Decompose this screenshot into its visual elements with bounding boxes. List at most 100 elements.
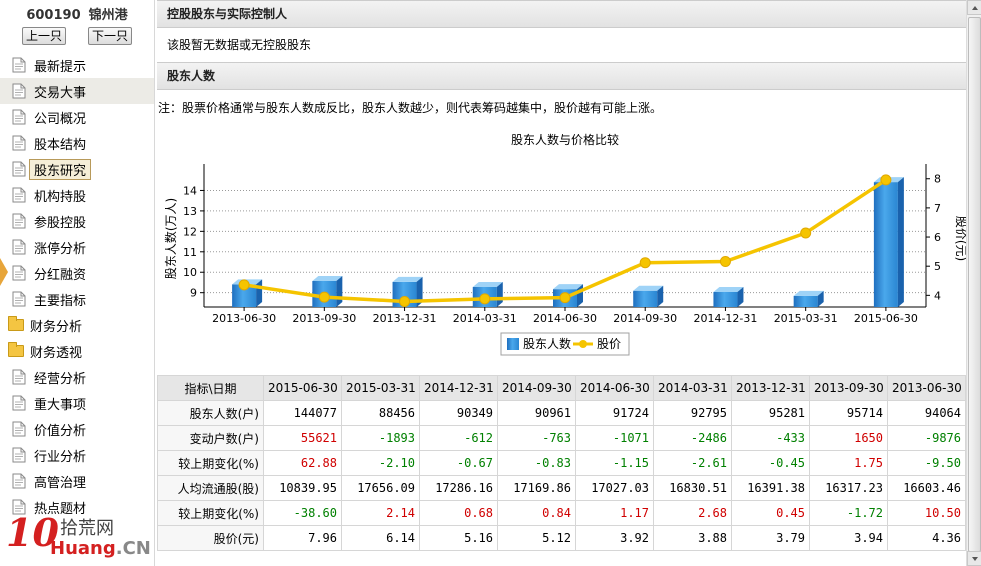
logo-en-main: Huang bbox=[50, 538, 116, 559]
price-point bbox=[479, 293, 491, 305]
sidebar-item[interactable]: 重大事项 bbox=[0, 390, 154, 416]
folder-icon bbox=[8, 316, 24, 331]
table-cell: -1071 bbox=[575, 425, 654, 451]
holders-price-chart: 股东人数与价格比较 9 10 11 12 13 14 4 5 6 7 8 股东人数(万人) 股价(元) 20… bbox=[157, 123, 966, 363]
sidebar-item[interactable]: 交易大事 bbox=[0, 78, 154, 104]
table-cell: -1893 bbox=[341, 425, 420, 451]
chart-legend bbox=[500, 332, 630, 356]
prev-stock-button[interactable]: 上一只 bbox=[22, 27, 66, 45]
sidebar-item[interactable]: 涨停分析 bbox=[0, 234, 154, 260]
chart-title: 股东人数与价格比较 bbox=[511, 132, 619, 147]
legend-line-label: 股价 bbox=[597, 337, 621, 351]
left-tick-label: 14 bbox=[183, 184, 197, 197]
bar-side bbox=[496, 281, 503, 307]
sidebar-item-label: 主要指标 bbox=[34, 293, 87, 309]
sidebar-item-label: 重大事项 bbox=[34, 397, 87, 413]
sidebar-item[interactable]: 主要指标 bbox=[0, 286, 154, 312]
legend-bar-label: 股东人数 bbox=[523, 336, 571, 351]
table-row: 较上期变化(%) -38.60 2.14 0.68 0.84 1.17 2.68 0.45 -1… bbox=[157, 500, 966, 526]
main-content: 控股股东与实际控制人 该股暂无数据或无控股股东 股东人数 注：股票价格通常与股东… bbox=[157, 0, 966, 566]
sidebar-item-label: 行业分析 bbox=[34, 449, 87, 465]
price-point bbox=[639, 257, 651, 269]
document-icon bbox=[12, 161, 26, 177]
sidebar-item[interactable]: 财务分析 bbox=[0, 312, 154, 338]
left-tick-label: 12 bbox=[183, 225, 197, 238]
table-cell: 144077 bbox=[263, 400, 342, 426]
document-icon bbox=[12, 57, 26, 73]
bar-top bbox=[713, 286, 744, 292]
table-date-header: 2013-09-30 bbox=[809, 375, 888, 401]
table-row: 股东人数(户) 144077 88456 90349 90961 91724 92795 95… bbox=[157, 400, 966, 426]
table-cell: -1.15 bbox=[575, 450, 654, 476]
table-cell: 1650 bbox=[809, 425, 888, 451]
sidebar-item[interactable]: 经营分析 bbox=[0, 364, 154, 390]
bar-side bbox=[657, 285, 664, 307]
bar bbox=[713, 291, 738, 307]
table-cell: 5.12 bbox=[497, 525, 576, 551]
bar bbox=[232, 284, 257, 307]
table-cell: 7.96 bbox=[263, 525, 342, 551]
document-icon bbox=[12, 213, 26, 229]
row-label: 人均流通股(股) bbox=[157, 475, 264, 501]
table-cell: 0.45 bbox=[731, 500, 810, 526]
section-title-holders: 股东人数 bbox=[157, 62, 966, 90]
sidebar-item[interactable]: 分红融资 bbox=[0, 260, 154, 286]
table-cell: 92795 bbox=[653, 400, 732, 426]
sidebar-item[interactable]: 高管治理 bbox=[0, 468, 154, 494]
stock-title: 600190 锦州港 bbox=[0, 4, 154, 23]
x-tick-label: 2013-12-31 bbox=[373, 312, 437, 325]
scroll-thumb[interactable] bbox=[968, 17, 981, 552]
table-row: 变动户数(户) 55621 -1893 -612 -763 -1071 -2486 -433 1… bbox=[157, 425, 966, 451]
scroll-up-icon[interactable] bbox=[967, 0, 981, 15]
sidebar-item[interactable]: 公司概况 bbox=[0, 104, 154, 130]
bar-top bbox=[633, 285, 664, 291]
table-cell: 1.75 bbox=[809, 450, 888, 476]
table-row: 股价(元) 7.96 6.14 5.16 5.12 3.92 3.88 3.79 3.94 4.3… bbox=[157, 525, 966, 551]
table-date-header: 2013-12-31 bbox=[731, 375, 810, 401]
sidebar-item[interactable]: 股本结构 bbox=[0, 130, 154, 156]
table-cell: -612 bbox=[419, 425, 498, 451]
bar-side bbox=[336, 276, 343, 307]
bar-side bbox=[737, 286, 744, 307]
document-icon bbox=[12, 473, 26, 489]
sidebar-item[interactable]: 热点题材 bbox=[0, 494, 154, 520]
sidebar-item[interactable]: 参股控股 bbox=[0, 208, 154, 234]
table-cell: 17169.86 bbox=[497, 475, 576, 501]
bar-top bbox=[472, 281, 503, 287]
bar bbox=[873, 182, 898, 307]
table-cell: 16317.23 bbox=[809, 475, 888, 501]
sidebar: 600190 锦州港 上一只 下一只 最新提示 交易大事公司概况股本结构 股东研究 机构… bbox=[0, 0, 155, 566]
sidebar-item[interactable]: 机构持股 bbox=[0, 182, 154, 208]
sidebar-item[interactable]: 价值分析 bbox=[0, 416, 154, 442]
table-cell: -9.50 bbox=[887, 450, 966, 476]
table-cell: -763 bbox=[497, 425, 576, 451]
table-cell: 16830.51 bbox=[653, 475, 732, 501]
table-cell: -38.60 bbox=[263, 500, 342, 526]
collapse-arrow-icon[interactable] bbox=[0, 258, 8, 286]
document-icon bbox=[12, 135, 26, 151]
table-cell: -2.10 bbox=[341, 450, 420, 476]
table-row: 人均流通股(股) 10839.95 17656.09 17286.16 17169.86… bbox=[157, 475, 966, 501]
controller-info: 该股暂无数据或无控股股东 bbox=[167, 38, 312, 52]
left-tick-label: 11 bbox=[183, 246, 197, 259]
document-icon bbox=[12, 265, 26, 281]
sidebar-item[interactable]: 股东研究 bbox=[0, 156, 154, 182]
document-icon bbox=[12, 291, 26, 307]
x-tick-label: 2014-09-30 bbox=[613, 312, 677, 325]
table-cell: 95714 bbox=[809, 400, 888, 426]
vertical-scrollbar[interactable] bbox=[966, 0, 981, 566]
sidebar-item[interactable]: 行业分析 bbox=[0, 442, 154, 468]
right-tick-label: 4 bbox=[934, 289, 941, 302]
sidebar-item-label: 公司概况 bbox=[34, 111, 87, 127]
sidebar-item[interactable]: 财务透视 bbox=[0, 338, 154, 364]
table-cell: 17286.16 bbox=[419, 475, 498, 501]
scroll-down-icon[interactable] bbox=[967, 551, 981, 566]
bar-side bbox=[817, 290, 824, 307]
next-stock-button[interactable]: 下一只 bbox=[88, 27, 132, 45]
logo-number: 10 bbox=[6, 510, 59, 555]
x-tick-label: 2014-12-31 bbox=[693, 312, 757, 325]
sidebar-item[interactable]: 最新提示 bbox=[0, 52, 154, 78]
right-tick-label: 5 bbox=[934, 260, 941, 273]
table-cell: 17656.09 bbox=[341, 475, 420, 501]
